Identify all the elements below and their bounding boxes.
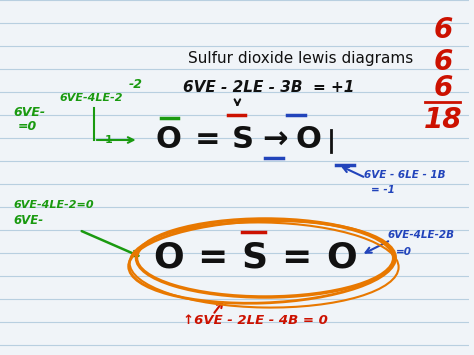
Text: =0: =0 (18, 120, 37, 132)
Text: = -1: = -1 (371, 185, 395, 195)
Text: 6: 6 (434, 74, 453, 102)
Text: 6VE-4LE-2: 6VE-4LE-2 (59, 93, 123, 103)
Text: =: = (282, 241, 312, 275)
Text: 6VE-4LE-2=0: 6VE-4LE-2=0 (14, 200, 94, 210)
Text: 6: 6 (434, 16, 453, 44)
Text: =: = (198, 241, 228, 275)
Text: 6VE-: 6VE- (14, 106, 46, 120)
Text: O: O (153, 241, 183, 275)
Text: 6VE-: 6VE- (14, 213, 44, 226)
Text: -2: -2 (128, 78, 143, 92)
Text: O: O (296, 126, 321, 154)
Text: =: = (195, 126, 220, 154)
Text: 6: 6 (434, 48, 453, 76)
Text: S: S (241, 241, 267, 275)
Text: 18: 18 (424, 106, 462, 134)
Text: 6VE - 6LE - 1B: 6VE - 6LE - 1B (364, 170, 446, 180)
Text: 6VE-4LE-2B: 6VE-4LE-2B (388, 230, 455, 240)
Text: 1: 1 (105, 135, 113, 145)
Text: →: → (262, 126, 288, 154)
Text: Sulfur dioxide lewis diagrams: Sulfur dioxide lewis diagrams (188, 50, 413, 66)
Text: O: O (326, 241, 356, 275)
Text: O: O (155, 126, 181, 154)
Text: ↑6VE - 2LE - 4B = 0: ↑6VE - 2LE - 4B = 0 (183, 313, 328, 327)
Text: 6VE - 2LE - 3B  = +1: 6VE - 2LE - 3B = +1 (183, 81, 355, 95)
Text: =0: =0 (396, 247, 411, 257)
Text: S: S (231, 126, 253, 154)
